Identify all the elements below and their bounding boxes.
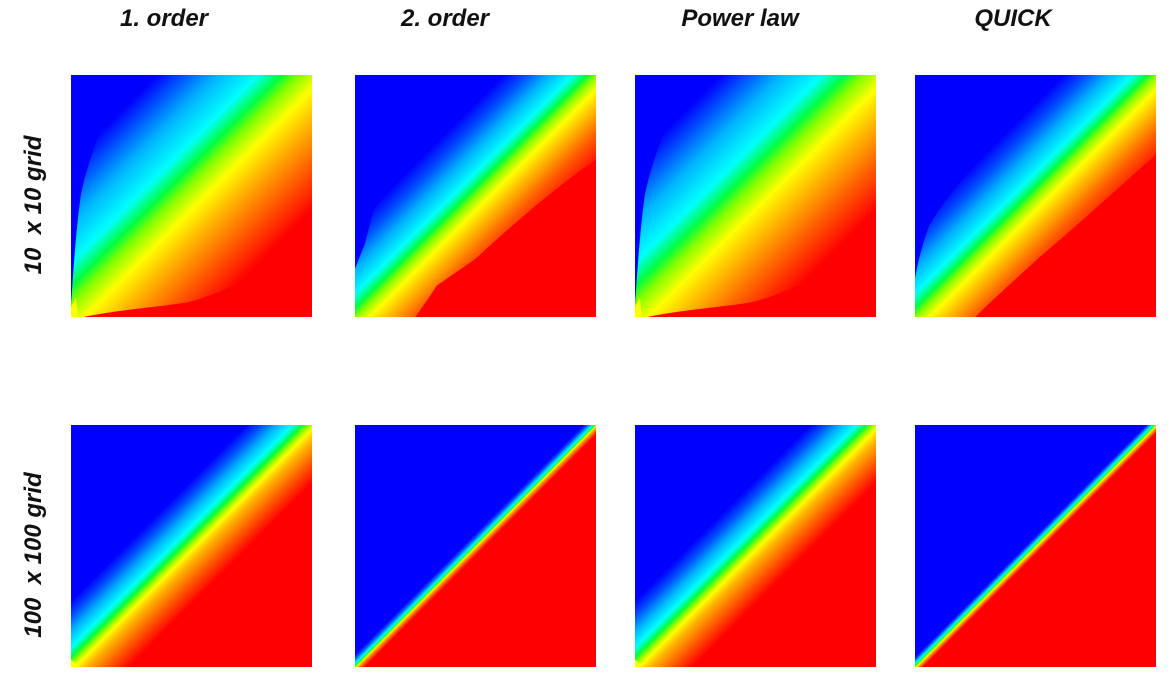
contour-panel-10x10-power-law [635,75,876,317]
contour-panel-100x100-quick [915,425,1156,667]
row-label-100x100-grid: 100 x 100 grid [20,472,47,638]
contour-panel-100x100-power-law [635,425,876,667]
contour-panel-100x100-1-order [71,425,312,667]
contour-panel-100x100-2-order [355,425,596,667]
contour-panel-10x10-2-order [355,75,596,317]
column-title-2-order: 2. order [400,5,490,32]
column-title-power-law: Power law [681,5,799,32]
contour-panel-10x10-1-order [71,75,312,317]
column-title-1-order: 1. order [119,5,209,32]
column-title-quick: QUICK [974,5,1052,32]
contour-panel-10x10-quick [915,75,1156,317]
row-label-10x10-grid: 10 x 10 grid [20,135,47,275]
